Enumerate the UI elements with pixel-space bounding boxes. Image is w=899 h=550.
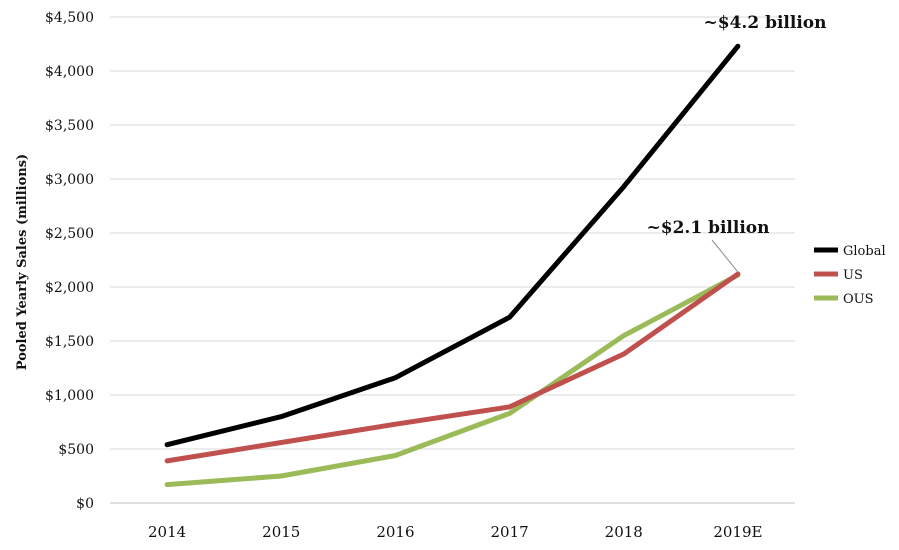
y-tick-label: $3,000 <box>45 172 94 188</box>
x-tick-label: 2016 <box>376 523 414 541</box>
annotation-global-total: ~$4.2 billion <box>704 13 827 33</box>
y-axis-title: Pooled Yearly Sales (millions) <box>15 154 30 370</box>
legend-label-global: Global <box>843 244 886 259</box>
legend-label-ous: OUS <box>843 292 874 307</box>
annotation-us-ous-total: ~$2.1 billion <box>647 218 770 238</box>
gridlines <box>110 16 795 504</box>
series-line-ous <box>164 272 741 488</box>
y-tick-label: $4,500 <box>45 10 94 26</box>
y-tick-label: $500 <box>58 442 94 458</box>
series-line-global <box>164 43 741 448</box>
x-tick-label: 2014 <box>148 523 186 541</box>
x-tick-label: 2019E <box>713 523 762 541</box>
y-tick-label: $4,000 <box>45 64 94 80</box>
y-tick-label: $1,000 <box>45 388 94 404</box>
series-lines <box>164 43 741 488</box>
y-tick-label: $0 <box>76 496 94 512</box>
annotation-leader-line <box>711 239 739 273</box>
y-tick-label: $3,500 <box>45 118 94 134</box>
y-tick-label: $1,500 <box>45 334 94 350</box>
legend: Global US OUS <box>814 244 886 307</box>
x-tick-label: 2018 <box>605 523 643 541</box>
x-axis-ticks: 2014 2015 2016 2017 2018 2019E <box>148 523 762 541</box>
x-tick-label: 2015 <box>262 523 300 541</box>
series-line-us <box>164 271 741 464</box>
y-tick-label: $2,000 <box>45 280 94 296</box>
legend-label-us: US <box>843 268 863 283</box>
y-tick-label: $2,500 <box>45 226 94 242</box>
y-axis-ticks: $0 $500 $1,000 $1,500 $2,000 $2,500 $3,000 $3,5… <box>45 10 94 512</box>
x-tick-label: 2017 <box>490 523 528 541</box>
annotations: ~$4.2 billion ~$2.1 billion <box>647 13 827 273</box>
